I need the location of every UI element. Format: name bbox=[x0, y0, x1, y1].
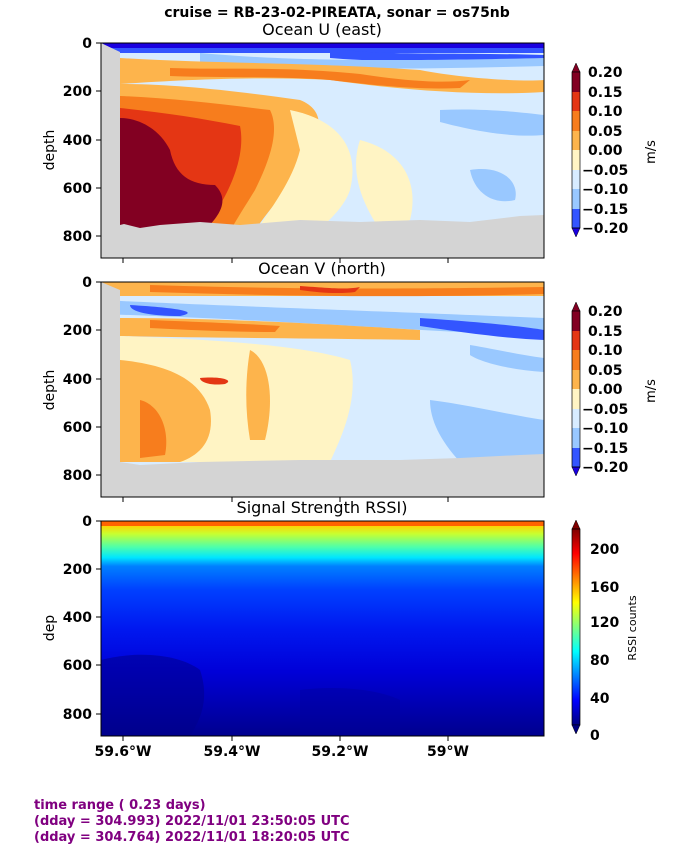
panel-v-ytick-label: 0 bbox=[82, 275, 92, 291]
panel-u-ylabel: depth bbox=[42, 130, 58, 171]
panel-rssi-xtick-label: 59.2°W bbox=[312, 744, 369, 760]
panel-u-ytick-label: 600 bbox=[63, 181, 92, 197]
panel-u-cbar-tick: −0.20 bbox=[582, 221, 629, 237]
panel-v-cbar-tick: 0.05 bbox=[588, 363, 623, 379]
panel-rssi-ytick-label: 400 bbox=[63, 610, 92, 626]
panel-u-cbar-label: m/s bbox=[644, 140, 659, 164]
panel-v-cbar-tick: −0.15 bbox=[582, 441, 628, 457]
panel-rssi-ylabel: dep bbox=[42, 615, 58, 642]
panel-u-ytick-label: 200 bbox=[63, 84, 92, 100]
panel-v-ytick-label: 800 bbox=[63, 468, 92, 484]
panel-rssi-xtick-label: 59.6°W bbox=[95, 744, 152, 760]
panel-rssi-ytick-label: 600 bbox=[63, 658, 92, 674]
suptitle: cruise = RB-23-02-PIREATA, sonar = os75n… bbox=[164, 5, 510, 21]
panel-rssi-xtick-label: 59°W bbox=[427, 744, 469, 760]
panel-v-xticks bbox=[122, 497, 449, 502]
panel-rssi: Signal Strength RSSI) dep 0 200 400 600 … bbox=[42, 498, 639, 760]
panel-u-cbar-tick: −0.15 bbox=[582, 202, 628, 218]
panel-rssi-field bbox=[101, 521, 544, 736]
footer-end-time: (dday = 304.993) 2022/11/01 23:50:05 UTC bbox=[34, 814, 350, 829]
panel-u-frame bbox=[100, 42, 545, 259]
panel-u-cbar-tick: 0.20 bbox=[588, 65, 623, 81]
panel-v-cbar-tick: 0.10 bbox=[588, 343, 623, 359]
panel-u-cbar-tick: 0.00 bbox=[588, 143, 623, 159]
panel-v-frame bbox=[100, 281, 545, 498]
panel-v-cbar-tick: 0.00 bbox=[588, 382, 623, 398]
panel-rssi-colorbar: 200 160 120 80 40 0 RSSI counts bbox=[571, 519, 639, 744]
panel-rssi-title: Signal Strength RSSI) bbox=[237, 498, 408, 517]
time-range-footer: time range ( 0.23 days) (dday = 304.993)… bbox=[34, 798, 350, 846]
panel-v-title: Ocean V (north) bbox=[258, 259, 386, 278]
panel-u-ytick-label: 800 bbox=[63, 229, 92, 245]
panel-u-cbar-tick: 0.10 bbox=[588, 104, 623, 120]
panel-v-colorbar: 0.20 0.15 0.10 0.05 0.00 −0.05 −0.10 −0.… bbox=[571, 301, 659, 477]
panel-u-yticks: 0 200 400 600 800 bbox=[63, 36, 101, 245]
panel-u-field bbox=[101, 43, 544, 258]
panel-rssi-cbar-tick: 160 bbox=[590, 580, 619, 596]
panel-ocean-v: Ocean V (north) dept bbox=[42, 259, 659, 502]
panel-u-ytick-label: 400 bbox=[63, 133, 92, 149]
panel-v-cbar-tick: −0.20 bbox=[582, 460, 629, 476]
panel-rssi-frame bbox=[100, 520, 545, 737]
panel-v-cbar-label: m/s bbox=[644, 379, 659, 403]
panel-u-ytick-label: 0 bbox=[82, 36, 92, 52]
panel-v-field bbox=[101, 282, 544, 497]
footer-start-time: (dday = 304.764) 2022/11/01 18:20:05 UTC bbox=[34, 830, 350, 845]
panel-v-cbar-tick: 0.15 bbox=[588, 324, 623, 340]
panel-rssi-cbar-tick: 80 bbox=[590, 653, 610, 669]
panel-ocean-u: Ocean U (east) depth bbox=[42, 20, 659, 263]
panel-u-cbar-tick: −0.10 bbox=[582, 182, 629, 198]
panel-u-title: Ocean U (east) bbox=[262, 20, 382, 39]
panel-rssi-xtick-label: 59.4°W bbox=[204, 744, 261, 760]
panel-v-cbar-tick: 0.20 bbox=[588, 304, 623, 320]
panel-u-cbar-tick: 0.15 bbox=[588, 85, 623, 101]
panel-rssi-ytick-label: 800 bbox=[63, 707, 92, 723]
panel-v-yticks: 0 200 400 600 800 bbox=[63, 275, 101, 484]
panel-rssi-cbar-label: RSSI counts bbox=[626, 595, 639, 660]
panel-v-cbar-tick: −0.05 bbox=[582, 402, 628, 418]
panel-u-cbar-tick: −0.05 bbox=[582, 163, 628, 179]
panel-u-xticks bbox=[122, 258, 449, 263]
panel-v-ytick-label: 200 bbox=[63, 323, 92, 339]
panel-rssi-cbar-tick: 0 bbox=[590, 728, 600, 744]
panel-v-ytick-label: 400 bbox=[63, 372, 92, 388]
panel-rssi-ytick-label: 0 bbox=[82, 514, 92, 530]
panel-u-cbar-tick: 0.05 bbox=[588, 124, 623, 140]
panel-rssi-xticks: 59.6°W 59.4°W 59.2°W 59°W bbox=[95, 736, 469, 760]
panel-rssi-yticks: 0 200 400 600 800 bbox=[63, 514, 101, 723]
panel-u-colorbar: 0.20 0.15 0.10 0.05 0.00 −0.05 −0.10 −0.… bbox=[571, 62, 659, 238]
panel-v-cbar-tick: −0.10 bbox=[582, 421, 629, 437]
panel-rssi-ytick-label: 200 bbox=[63, 562, 92, 578]
panel-v-ylabel: depth bbox=[42, 370, 58, 411]
panel-v-ytick-label: 600 bbox=[63, 420, 92, 436]
footer-time-range: time range ( 0.23 days) bbox=[34, 798, 206, 813]
panel-rssi-cbar-tick: 40 bbox=[590, 691, 610, 707]
panel-rssi-cbar-tick: 200 bbox=[590, 542, 619, 558]
panel-rssi-cbar-tick: 120 bbox=[590, 615, 619, 631]
